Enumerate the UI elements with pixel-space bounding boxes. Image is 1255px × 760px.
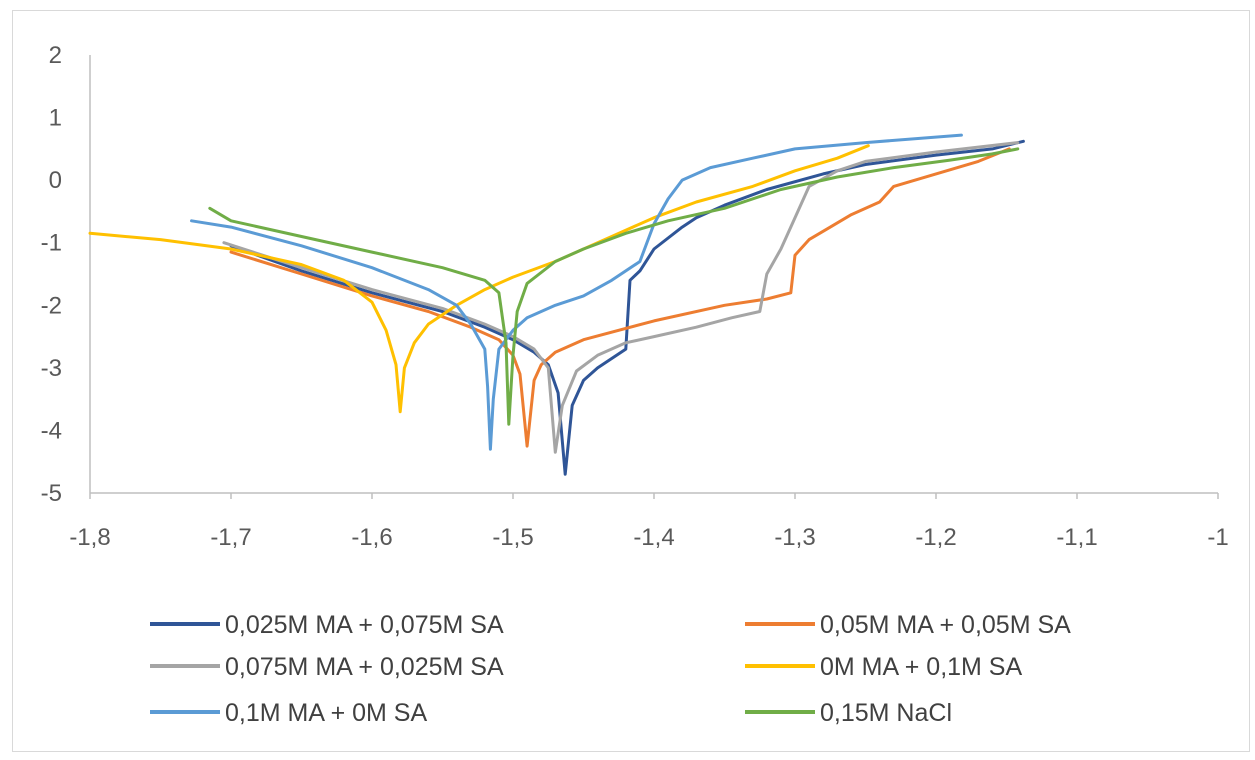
legend: 0,025M MA + 0,075M SA 0,05M MA + 0,05M SA… (150, 611, 1071, 727)
series-line-1 (229, 139, 1025, 476)
y-tick-label: 0 (49, 167, 62, 194)
y-tick-label: -2 (41, 292, 62, 319)
x-tick-label: -1,8 (69, 524, 110, 551)
legend-label-4: 0M MA + 0,1M SA (820, 653, 1022, 681)
series-line-3 (222, 141, 1020, 454)
series-line-4 (88, 144, 870, 414)
x-tick-label: -1,4 (633, 524, 674, 551)
x-tick-label: -1,5 (492, 524, 533, 551)
series-line-6 (208, 147, 1020, 426)
series-line-2 (229, 147, 1011, 448)
y-tick-label: -1 (41, 230, 62, 257)
x-tick-label: -1,1 (1056, 524, 1097, 551)
series-line-5 (190, 133, 963, 451)
y-tick-label: -3 (41, 355, 62, 382)
series-layer (88, 133, 1025, 476)
x-tick-label: -1 (1207, 524, 1228, 551)
y-tick-label: -4 (41, 417, 62, 444)
legend-label-3: 0,075M MA + 0,025M SA (225, 653, 504, 681)
chart-frame (12, 10, 1250, 752)
x-tick-label: -1,3 (774, 524, 815, 551)
legend-label-5: 0,1M MA + 0M SA (225, 699, 427, 727)
axes: -1,8 -1,7 -1,6 -1,5 -1,4 -1,3 -1,2 -1,1 -1 2 1 0 -1 -… (41, 42, 1229, 551)
legend-label-2: 0,05M MA + 0,05M SA (820, 611, 1071, 639)
x-tick-label: -1,7 (210, 524, 251, 551)
x-tick-label: -1,2 (915, 524, 956, 551)
x-tick-label: -1,6 (351, 524, 392, 551)
legend-label-1: 0,025M MA + 0,075M SA (225, 611, 504, 639)
y-tick-label: 2 (49, 42, 62, 69)
y-tick-label: -5 (41, 480, 62, 507)
legend-label-6: 0,15M NaCl (820, 699, 952, 727)
y-tick-label: 1 (49, 105, 62, 132)
